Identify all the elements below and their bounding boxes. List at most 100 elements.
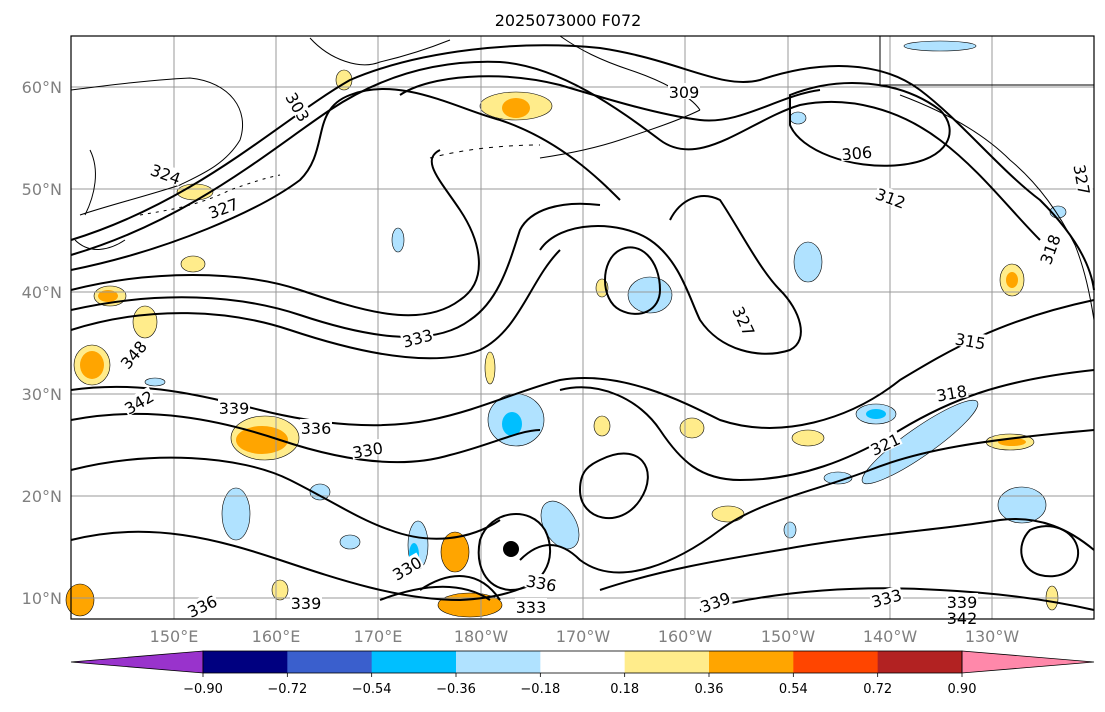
colorbar-segment [287,651,373,673]
longitude-label: 170°W [556,627,611,646]
colorbar-extend-low [70,650,204,674]
contour-label-background [205,194,241,221]
contour-label-group: 330 [350,438,385,463]
contour-line [70,412,541,464]
colorbar-tick-label: −0.72 [267,682,307,697]
positive-core [502,98,530,118]
contour-label-group: 339 [946,593,978,612]
negative-core [502,412,522,436]
positive-patch [711,505,745,523]
colorbar-tick-label: 0.36 [695,682,724,697]
latitude-label: 60°N [22,78,62,97]
contour-line [539,195,802,355]
colorbar-segment [371,651,457,673]
asia-coast [74,149,126,250]
negative-patch [903,40,977,52]
contour-label-group: 309 [668,83,700,102]
contour-line [70,202,601,338]
kuril-islands [139,174,281,216]
contour-label-group: 336 [300,419,332,438]
negative-patch [627,276,673,314]
negative-patch [144,377,166,387]
positive-patch [132,305,158,339]
map-frame [70,35,1095,620]
contour-line [599,518,1095,591]
contour-label-group: 315 [953,329,988,354]
contour-closed [477,513,551,592]
contour-label: 306 [841,143,873,165]
colorbar-segment [456,651,541,673]
positive-patch [180,255,206,273]
contour-label: 339 [947,593,978,612]
contour-label-background [116,336,150,372]
contour-label-background [1072,162,1094,197]
contour-closed [604,246,662,315]
negative-patch [793,241,823,283]
siberia-coast [309,37,451,66]
contour-label-background [840,142,874,162]
contour-closed [578,452,649,519]
contour-line [419,575,501,601]
contour-label-background [524,571,559,593]
latitude-label: 40°N [22,283,62,302]
contour-label-background [866,429,903,458]
latitude-label: 30°N [22,385,62,404]
contour-label: 333 [516,598,547,617]
height-contours [70,44,1095,611]
contour-label-background [668,83,700,99]
longitude-label: 160°E [252,627,301,646]
contour-label-background [183,591,220,620]
colorbar-tick-label: 0.18 [610,682,639,697]
aleutian-islands [429,144,541,159]
colorbar-outline [202,650,963,674]
colorbar-segment [793,651,879,673]
positive-patch [791,429,825,447]
longitude-label: 150°E [150,627,199,646]
contour-label-background [1036,231,1063,267]
positive-patch [679,417,705,439]
positive-core [236,426,288,454]
contour-label-background [934,381,969,403]
colorbar-extend-high [961,650,1095,674]
negative-patch [221,487,251,541]
anomaly-shading [65,40,1067,618]
negative-patch [823,471,853,485]
negative-patch [391,227,405,253]
latitude-labels: 60°N 50°N 40°N 30°N 20°N 10°N [22,78,62,608]
contour-label-background [120,386,157,417]
contour-label-background [283,88,314,125]
contour-label-background [148,160,184,187]
contour-label-group: 339 [290,594,322,613]
negative-patch [997,486,1047,524]
contour-label-background [350,438,385,460]
contour-label-background [388,552,425,583]
contour-closed [1020,525,1080,578]
contour-line [519,429,1095,574]
colorbar-segment [203,651,288,673]
contour-label-background [953,329,988,351]
colorbar: −0.90 −0.72 −0.54 −0.36 −0.18 0.18 0.36 0.54 0.7… [70,650,1095,697]
low-center-marker [503,541,519,557]
positive-patch [271,579,289,601]
contour-label-group: 339 [697,588,733,617]
contour-label-background [873,184,909,211]
positive-patch [65,583,95,617]
contour-label-background [515,598,547,614]
latitude-label: 50°N [22,180,62,199]
longitude-label: 170°E [354,627,403,646]
contour-line [70,299,1095,429]
contour-label-group: 339 [218,399,250,418]
contour-label-background [290,594,322,610]
colorbar-tick-label: 0.72 [863,682,892,697]
contour-line [70,530,541,602]
contour-label-background [730,302,759,339]
colorbar-tick-label: −0.18 [520,682,560,697]
contour-line [70,87,621,271]
contour-label: 339 [219,399,250,418]
contour-label: 339 [291,594,322,613]
contour-label-background [218,399,250,415]
colorbar-tick-label: −0.90 [183,682,223,697]
